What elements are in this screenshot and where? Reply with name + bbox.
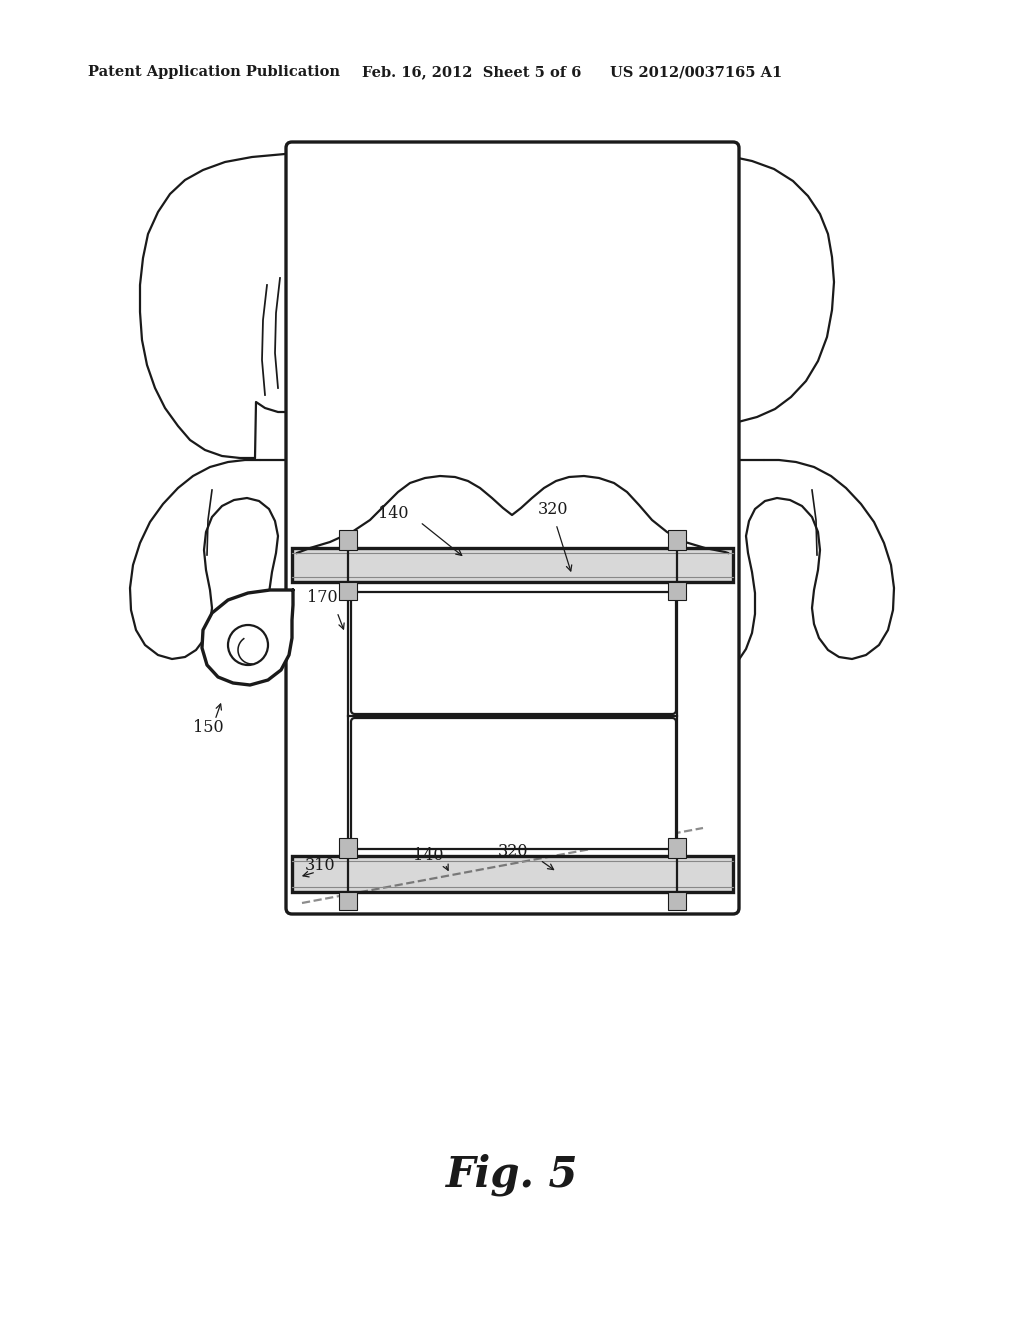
Text: 150: 150 [193, 719, 223, 737]
Polygon shape [140, 149, 834, 458]
Text: US 2012/0037165 A1: US 2012/0037165 A1 [610, 65, 782, 79]
FancyBboxPatch shape [286, 143, 739, 913]
Bar [668, 582, 686, 601]
Bar [668, 892, 686, 909]
Bar [339, 531, 357, 550]
Text: 320: 320 [498, 843, 528, 861]
Text: Feb. 16, 2012  Sheet 5 of 6: Feb. 16, 2012 Sheet 5 of 6 [362, 65, 582, 79]
Bar [339, 892, 357, 909]
Bar [668, 838, 686, 858]
Polygon shape [568, 459, 894, 678]
Text: Patent Application Publication: Patent Application Publication [88, 65, 340, 79]
Text: Fig. 5: Fig. 5 [445, 1154, 579, 1196]
Text: 140: 140 [378, 504, 409, 521]
Text: 140: 140 [413, 847, 443, 865]
Circle shape [228, 624, 268, 665]
Bar [668, 531, 686, 550]
Bar [292, 855, 733, 892]
Text: 170: 170 [307, 589, 338, 606]
Polygon shape [130, 459, 456, 678]
FancyBboxPatch shape [351, 591, 676, 714]
Text: 320: 320 [538, 502, 568, 519]
Bar [292, 548, 733, 582]
Bar [339, 838, 357, 858]
Polygon shape [202, 590, 293, 685]
Text: 310: 310 [305, 858, 336, 874]
FancyBboxPatch shape [351, 718, 676, 849]
Bar [339, 582, 357, 601]
